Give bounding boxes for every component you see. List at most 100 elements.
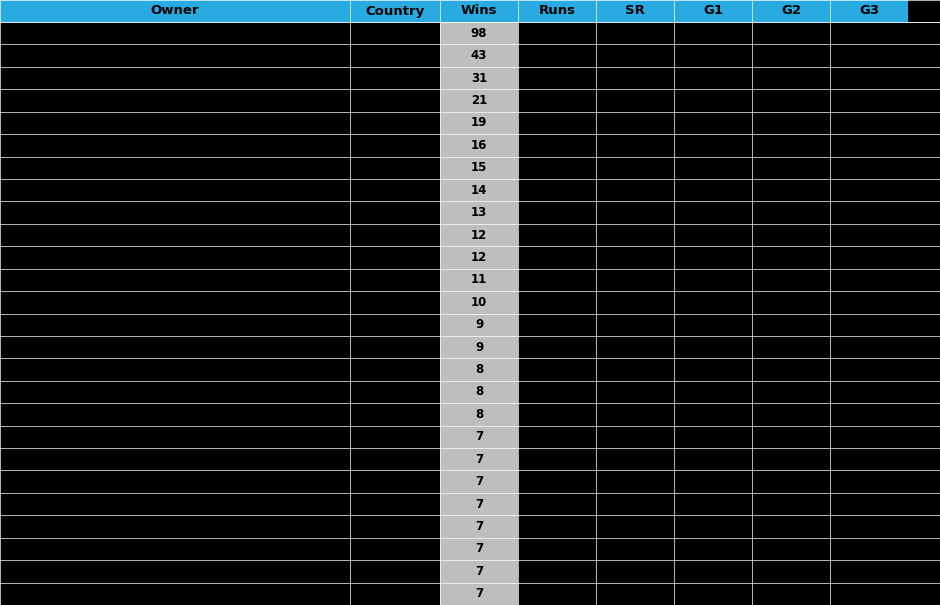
Bar [674, 381, 752, 403]
Bar [830, 224, 908, 246]
Bar [0, 538, 350, 560]
Bar [752, 358, 830, 381]
Bar [350, 403, 440, 425]
Text: 15: 15 [471, 162, 487, 174]
Bar [596, 291, 674, 313]
Bar [752, 493, 830, 515]
Bar [440, 493, 518, 515]
Bar [596, 403, 674, 425]
Bar [830, 358, 908, 381]
Bar [596, 269, 674, 291]
Bar [674, 269, 752, 291]
Bar [518, 269, 596, 291]
Bar [440, 358, 518, 381]
Bar [518, 560, 596, 583]
Bar [0, 471, 350, 493]
Bar [0, 336, 350, 358]
Bar [0, 313, 350, 336]
Text: 14: 14 [471, 184, 487, 197]
Text: 8: 8 [475, 363, 483, 376]
Bar [350, 381, 440, 403]
Bar [350, 90, 440, 112]
Bar [440, 471, 518, 493]
Bar [674, 515, 752, 538]
Bar [0, 358, 350, 381]
Bar [0, 67, 350, 90]
Bar [350, 224, 440, 246]
Bar [0, 157, 350, 179]
Bar [752, 336, 830, 358]
Bar [596, 157, 674, 179]
Bar [350, 22, 440, 44]
Bar [830, 269, 908, 291]
Bar [752, 538, 830, 560]
Bar [518, 246, 596, 269]
Text: 7: 7 [475, 497, 483, 511]
Bar [596, 246, 674, 269]
Bar [830, 22, 908, 44]
Bar [752, 157, 830, 179]
Bar [596, 471, 674, 493]
Bar [674, 157, 752, 179]
Bar [350, 313, 440, 336]
Text: 8: 8 [475, 408, 483, 421]
Bar [752, 67, 830, 90]
Bar [752, 425, 830, 448]
Bar [440, 134, 518, 157]
Text: 7: 7 [475, 453, 483, 466]
Bar [350, 67, 440, 90]
Bar [596, 448, 674, 471]
Bar [0, 22, 350, 44]
Bar [674, 179, 752, 201]
Bar [0, 515, 350, 538]
Bar [596, 0, 674, 22]
Bar [440, 560, 518, 583]
Text: 19: 19 [471, 116, 487, 129]
Bar [830, 515, 908, 538]
Bar [752, 403, 830, 425]
Bar [674, 583, 752, 605]
Bar [752, 22, 830, 44]
Bar [674, 44, 752, 67]
Bar [350, 515, 440, 538]
Bar [752, 90, 830, 112]
Bar [350, 336, 440, 358]
Bar [518, 448, 596, 471]
Bar [440, 313, 518, 336]
Text: 7: 7 [475, 475, 483, 488]
Text: 9: 9 [475, 318, 483, 331]
Bar [752, 471, 830, 493]
Bar [596, 67, 674, 90]
Bar [596, 179, 674, 201]
Bar [0, 44, 350, 67]
Text: 98: 98 [471, 27, 487, 40]
Bar [830, 493, 908, 515]
Bar [518, 44, 596, 67]
Bar [752, 201, 830, 224]
Text: Owner: Owner [150, 4, 199, 18]
Text: 7: 7 [475, 430, 483, 443]
Bar [830, 44, 908, 67]
Bar [518, 313, 596, 336]
Bar [752, 224, 830, 246]
Bar [674, 313, 752, 336]
Bar [752, 44, 830, 67]
Bar [0, 246, 350, 269]
Bar [596, 538, 674, 560]
Bar [350, 269, 440, 291]
Bar [0, 134, 350, 157]
Bar [830, 448, 908, 471]
Bar [440, 538, 518, 560]
Bar [830, 471, 908, 493]
Bar [518, 336, 596, 358]
Text: Runs: Runs [539, 4, 575, 18]
Bar [440, 112, 518, 134]
Bar [518, 67, 596, 90]
Bar [440, 0, 518, 22]
Bar [518, 381, 596, 403]
Text: 7: 7 [475, 587, 483, 600]
Text: 10: 10 [471, 296, 487, 309]
Bar [350, 134, 440, 157]
Bar [0, 291, 350, 313]
Bar [674, 246, 752, 269]
